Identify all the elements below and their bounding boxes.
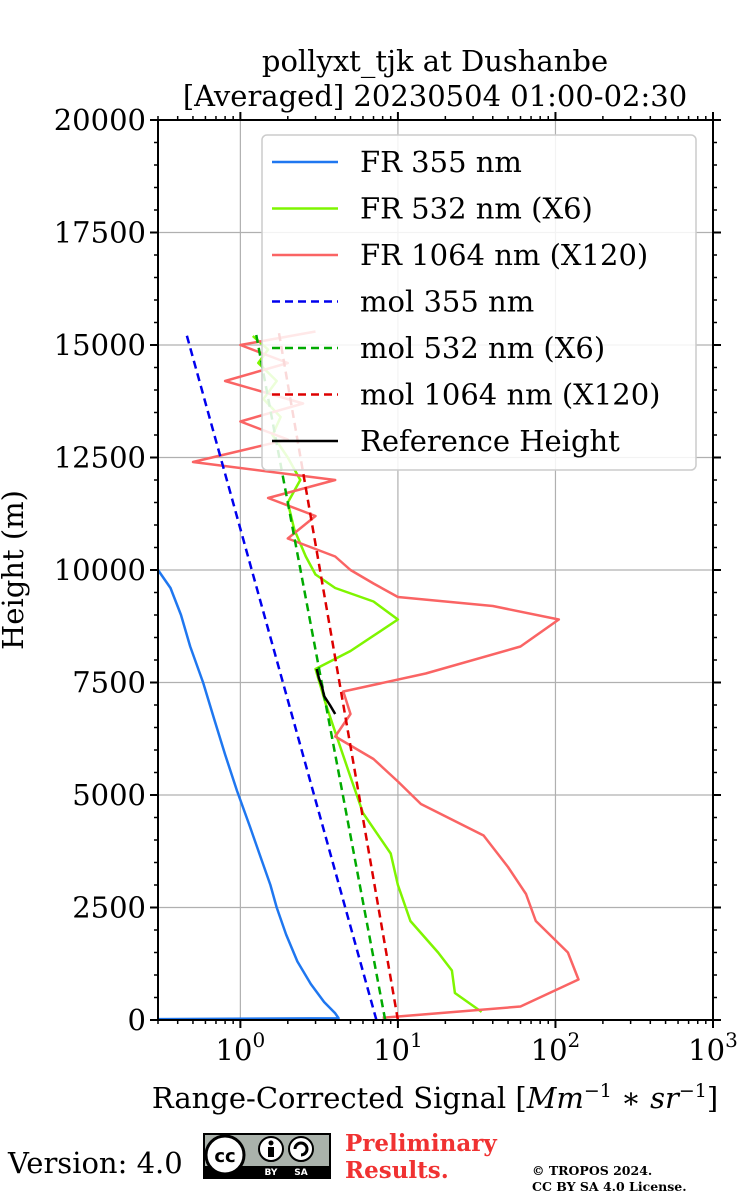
legend-label: mol 1064 nm (X120): [360, 378, 661, 412]
x-tick-label: 100: [216, 1028, 266, 1067]
axis-ticks: 0 2500 5000 7500 10000 12500 15000 17500 20000 10…: [54, 103, 738, 1067]
legend-label: FR 532 nm (X6): [360, 192, 593, 226]
y-tick-label: 20000: [54, 103, 146, 137]
legend-label: FR 355 nm: [360, 145, 522, 179]
svg-text:SA: SA: [294, 1168, 307, 1178]
cc-logo-icon: [204, 1134, 246, 1176]
version-label: Version: 4.0: [8, 1146, 183, 1180]
legend-label: mol 532 nm (X6): [360, 331, 605, 365]
y-tick-label: 2500: [72, 891, 146, 925]
x-tick-label: 101: [373, 1028, 423, 1067]
lidar-profile-chart: pollyxt_tjk at Dushanbe [Averaged] 20230…: [0, 44, 738, 1115]
copyright-line-1: © TROPOS 2024.: [532, 1163, 653, 1178]
y-tick-label: 12500: [54, 441, 146, 475]
x-tick-label: 102: [531, 1028, 581, 1067]
y-tick-label: 15000: [54, 328, 146, 362]
cc-by-sa-license-badge: cc BY SA: [203, 1133, 331, 1179]
svg-text:cc: cc: [214, 1146, 235, 1167]
y-tick-label: 7500: [72, 666, 146, 700]
legend-label: Reference Height: [360, 424, 620, 458]
svg-text:BY: BY: [265, 1168, 278, 1178]
y-tick-label: 10000: [54, 553, 146, 587]
x-tick-label: 103: [688, 1028, 738, 1067]
legend-label: FR 1064 nm (X120): [360, 238, 648, 272]
legend: FR 355 nm FR 532 nm (X6) FR 1064 nm (X120)…: [261, 134, 697, 471]
legend-box: [261, 134, 697, 471]
preliminary-results-note: Preliminary Results.: [345, 1130, 497, 1184]
y-tick-label: 0: [128, 1003, 146, 1037]
series-line-fr-355-nm: [156, 569, 340, 1021]
copyright-note: © TROPOS 2024. CC BY SA 4.0 License.: [532, 1163, 687, 1195]
preliminary-line-2: Results.: [345, 1157, 449, 1184]
y-tick-label: 5000: [72, 778, 146, 812]
legend-label: mol 355 nm: [360, 285, 534, 319]
chart-title: pollyxt_tjk at Dushanbe: [262, 44, 608, 79]
share-alike-icon: [288, 1136, 314, 1162]
chart-subtitle: [Averaged] 20230504 01:00-02:30: [183, 79, 687, 113]
copyright-line-2: CC BY SA 4.0 License.: [532, 1179, 687, 1194]
x-axis-label: Range-Corrected Signal [Mm−1 ∗ sr−1]: [152, 1080, 718, 1115]
series-line-mol-355-nm: [184, 331, 378, 1021]
y-tick-label: 17500: [54, 216, 146, 250]
y-axis-label: Height (m): [0, 490, 30, 650]
preliminary-line-1: Preliminary: [345, 1130, 497, 1157]
series-line-reference-height: [315, 668, 337, 715]
